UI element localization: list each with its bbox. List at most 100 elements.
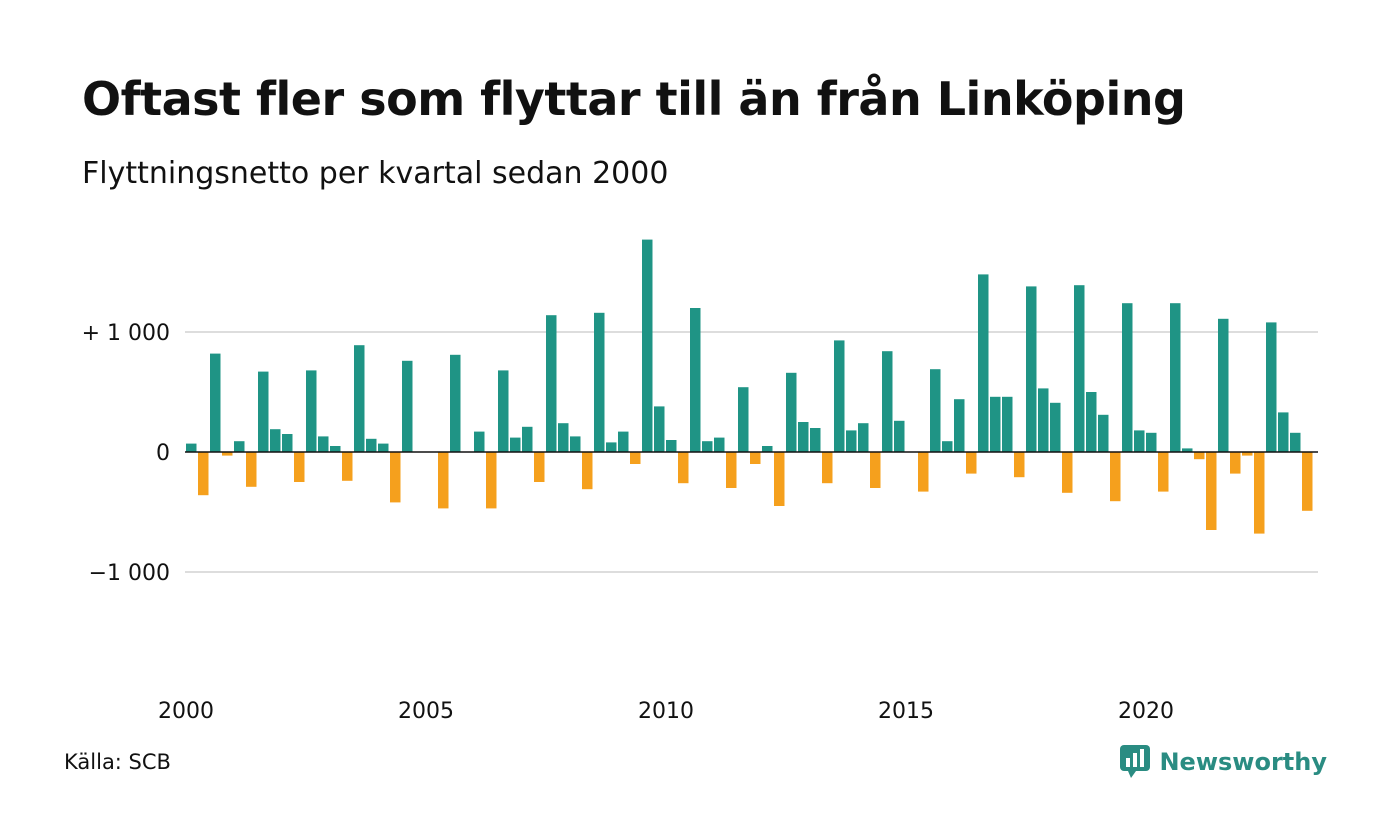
bar-positive [1086,392,1097,452]
bar-positive [1038,388,1049,452]
bar-positive [1170,303,1181,452]
bar-negative [222,452,233,456]
bar-positive [594,312,605,452]
bar-positive [1266,322,1277,452]
bar-negative [1062,452,1073,493]
bar-positive [1182,448,1193,452]
bar-positive [942,441,953,452]
bar-positive [330,446,341,452]
bar-negative [1158,452,1169,492]
bar-positive [210,353,221,452]
chart-title: Oftast fler som flyttar till än från Lin… [82,72,1186,126]
bar-positive [714,437,725,452]
bar-negative [1242,452,1253,456]
bar-positive [990,396,1001,452]
bar-positive [522,426,533,452]
bar-positive [402,360,413,452]
bar-positive [798,422,809,452]
bar-positive [642,239,653,452]
newsworthy-logo-icon [1120,745,1151,778]
bar-positive [762,446,773,452]
bar-positive [450,354,461,452]
bar-positive [1134,430,1145,452]
bar-negative [1206,452,1217,530]
bar-positive [810,428,821,452]
bar-positive [546,315,557,452]
bar-positive [318,436,329,452]
bar-negative [294,452,305,482]
y-tick-label: −1 000 [89,561,170,586]
bar-positive [498,370,509,452]
bar-positive [930,369,941,452]
bar-positive [1278,412,1289,452]
bar-negative [486,452,497,509]
bar-positive [618,431,629,452]
y-tick-label: + 1 000 [82,321,170,346]
bar-positive [570,436,581,452]
bar-negative [918,452,929,492]
bar-negative [750,452,761,464]
bar-negative [966,452,977,474]
source-note: Källa: SCB [64,750,171,774]
bar-positive [834,340,845,452]
bar-positive [1098,414,1109,452]
bar-positive [378,443,389,452]
newsworthy-logo-text: Newsworthy [1159,748,1327,776]
bar-positive [894,420,905,452]
bar-negative [390,452,401,503]
bar-negative [582,452,593,490]
bar-negative [726,452,737,488]
bar-positive [858,423,869,452]
x-tick-label: 2010 [638,699,694,724]
x-tick-label: 2020 [1118,699,1174,724]
bar-positive [1074,285,1085,452]
bar-negative [1110,452,1121,502]
bar-negative [246,452,257,487]
bar-negative [1254,452,1265,534]
bar-negative [678,452,689,484]
bar-positive [366,438,377,452]
bar-negative [534,452,545,482]
bar-positive [978,274,989,452]
y-tick-label: 0 [156,441,170,466]
bar-positive [690,308,701,452]
bar-negative [870,452,881,488]
newsworthy-logo: Newsworthy [1119,744,1327,780]
bar-negative [438,452,449,509]
bar-negative [342,452,353,481]
bar-negative [198,452,209,496]
bar-positive [258,371,269,452]
bar-chart: + 1 000 0 −1 000 2000 2005 2010 2015 2020 [82,239,1318,724]
bar-positive [654,406,665,452]
bar-negative [774,452,785,506]
bar-positive [282,434,293,452]
bar-positive [234,441,245,452]
bar-positive [1146,432,1157,452]
bar-positive [1218,318,1229,452]
bar-positive [846,430,857,452]
bar-positive [1026,286,1037,452]
bar-negative [1014,452,1025,478]
bar-negative [1302,452,1313,511]
bar-positive [306,370,317,452]
bar-positive [702,441,713,452]
y-axis-labels: + 1 000 0 −1 000 [82,321,170,586]
bar-positive [186,443,197,452]
bar-positive [510,437,521,452]
bar-positive [786,372,797,452]
bar-negative [822,452,833,484]
x-tick-label: 2005 [398,699,454,724]
bar-negative [1230,452,1241,474]
bar-positive [558,423,569,452]
bar-positive [666,440,677,452]
bar-positive [270,429,281,452]
x-tick-label: 2000 [158,699,214,724]
x-tick-label: 2015 [878,699,934,724]
bar-positive [1002,396,1013,452]
chart-subtitle: Flyttningsnetto per kvartal sedan 2000 [82,156,669,191]
bar-positive [738,387,749,452]
bar-positive [606,442,617,452]
bar-positive [954,399,965,452]
bar-negative [1194,452,1205,460]
bar-positive [354,345,365,452]
